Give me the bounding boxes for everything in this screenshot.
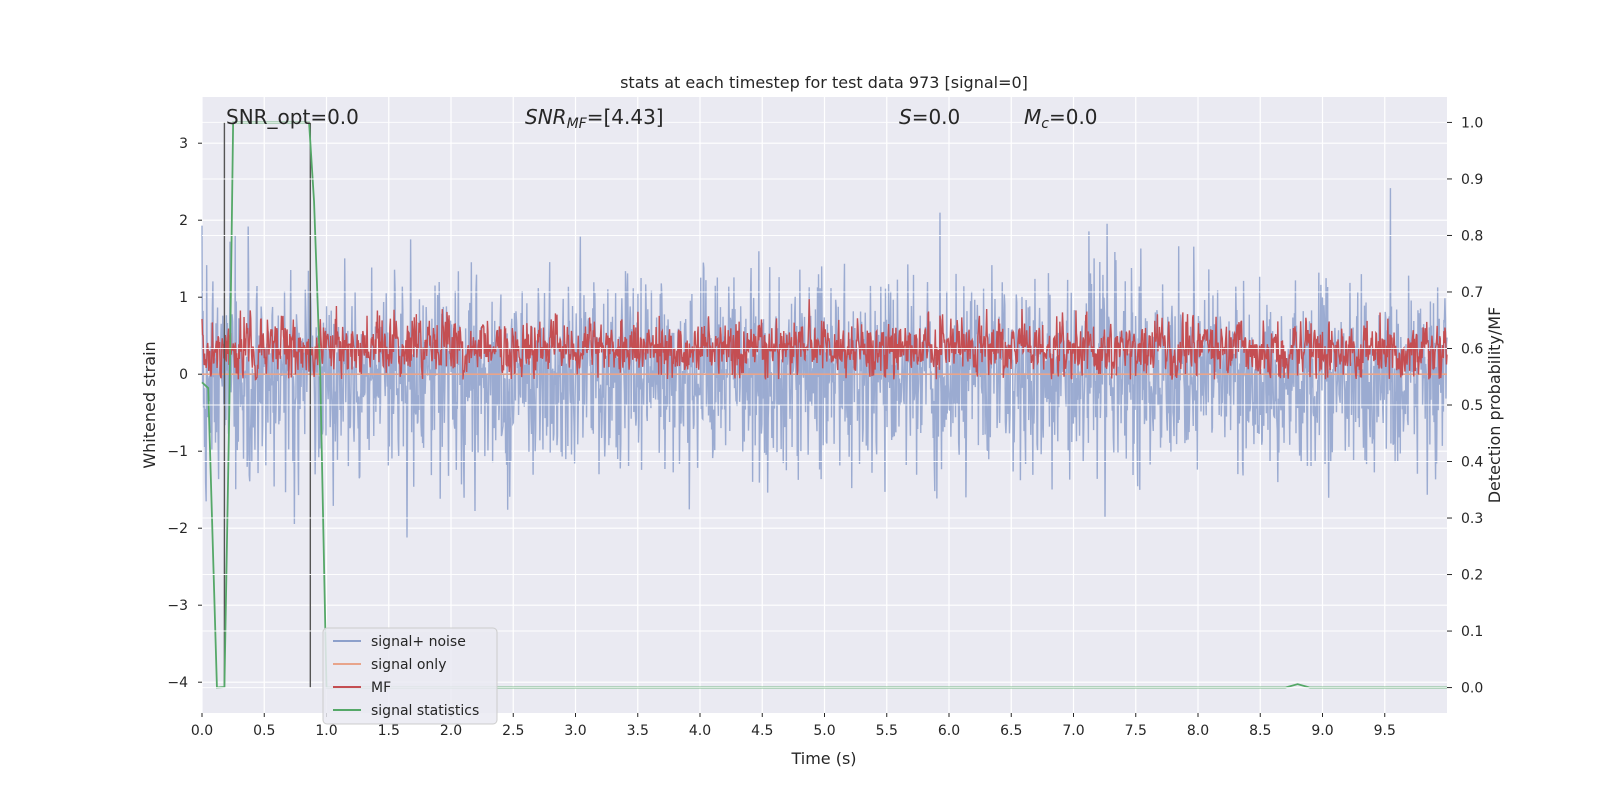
x-tick-label: 8.0 [1187, 723, 1209, 739]
annotation-snr-mf-base: SNR [525, 105, 567, 129]
annotation-mc-sub: c [1041, 116, 1049, 132]
y2-tick-label: 0.5 [1461, 398, 1483, 414]
annotation-mc: Mc=0.0 [1024, 105, 1098, 132]
annotation-mc-base: M [1024, 105, 1041, 129]
x-tick-label: 5.0 [813, 723, 835, 739]
x-axis-ticks: 0.0 0.5 1.0 1.5 2.0 2.5 3.0 3.5 4.0 4.5 5.0 5.5 6.0 6… [191, 713, 1396, 739]
y2-tick-label: 0.1 [1461, 624, 1483, 640]
legend-label-signal-statistics: signal statistics [371, 703, 479, 719]
annotation-snr-opt: SNR_opt=0.0 [226, 105, 359, 129]
series-mf [201, 299, 1448, 381]
annotation-s-value: =0.0 [912, 105, 961, 129]
y-axis-label: Whitened strain [140, 341, 159, 468]
x-tick-label: 3.5 [627, 723, 649, 739]
legend-label-signal-only: signal only [371, 657, 446, 673]
annotation-snr-mf-sub: MF [567, 116, 588, 132]
x-tick-label: 2.0 [440, 723, 462, 739]
y2-tick-label: 0.3 [1461, 511, 1483, 527]
y2-tick-label: 0.9 [1461, 172, 1483, 188]
x-tick-label: 9.5 [1374, 723, 1396, 739]
x-axis-label: Time (s) [790, 749, 856, 768]
right-axis-grid [202, 121, 1447, 689]
y2-tick-label: 0.2 [1461, 568, 1483, 584]
x-tick-label: 0.5 [253, 723, 275, 739]
legend: signal+ noise signal only MF signal stat… [322, 627, 498, 725]
x-tick-label: 4.0 [689, 723, 711, 739]
legend-box [322, 627, 498, 725]
y2-tick-label: 1.0 [1461, 115, 1483, 131]
y2-tick-label: 0.0 [1461, 681, 1483, 697]
y-tick-label: 3 [179, 136, 188, 152]
annotation-s: S=0.0 [899, 105, 960, 129]
y2-tick-label: 0.4 [1461, 455, 1483, 471]
y2-axis-ticks: 1.0 0.9 0.8 0.7 0.6 0.5 0.4 0.3 0.2 0.1 0.0 [1447, 115, 1483, 697]
annotation-mc-value: =0.0 [1049, 105, 1098, 129]
y-tick-label: 0 [179, 367, 188, 383]
annotation-snr-mf: SNRMF=[4.43] [525, 105, 664, 132]
annotation-s-label: S [899, 105, 912, 129]
x-tick-label: 3.0 [564, 723, 586, 739]
y-tick-label: −3 [167, 598, 188, 614]
y-tick-label: −4 [167, 675, 188, 691]
legend-label-mf: MF [371, 680, 391, 696]
x-tick-label: 2.5 [502, 723, 524, 739]
y-axis-ticks: 3 2 1 0 −1 −2 −3 −4 [167, 136, 202, 691]
y2-tick-label: 0.8 [1461, 228, 1483, 244]
x-tick-label: 4.5 [751, 723, 773, 739]
x-tick-label: 0.0 [191, 723, 213, 739]
y-tick-label: −1 [167, 444, 188, 460]
x-tick-label: 6.0 [938, 723, 960, 739]
x-tick-label: 1.5 [378, 723, 400, 739]
chart-title: stats at each timestep for test data 973… [620, 73, 1028, 92]
x-tick-label: 7.0 [1062, 723, 1084, 739]
x-tick-label: 6.5 [1000, 723, 1022, 739]
x-tick-label: 5.5 [876, 723, 898, 739]
x-tick-label: 1.0 [315, 723, 337, 739]
x-tick-label: 8.5 [1249, 723, 1271, 739]
y2-tick-label: 0.6 [1461, 341, 1483, 357]
y-tick-label: 2 [179, 213, 188, 229]
legend-label-signal-noise: signal+ noise [371, 634, 466, 650]
x-tick-label: 9.0 [1311, 723, 1333, 739]
y-tick-label: −2 [167, 521, 188, 537]
mf-line [201, 299, 1448, 381]
annotation-snr-mf-value: =[4.43] [587, 105, 664, 129]
y-tick-label: 1 [179, 290, 188, 306]
y2-tick-label: 0.7 [1461, 285, 1483, 301]
x-tick-label: 7.5 [1125, 723, 1147, 739]
y2-axis-label: Detection probability/MF [1485, 307, 1504, 504]
